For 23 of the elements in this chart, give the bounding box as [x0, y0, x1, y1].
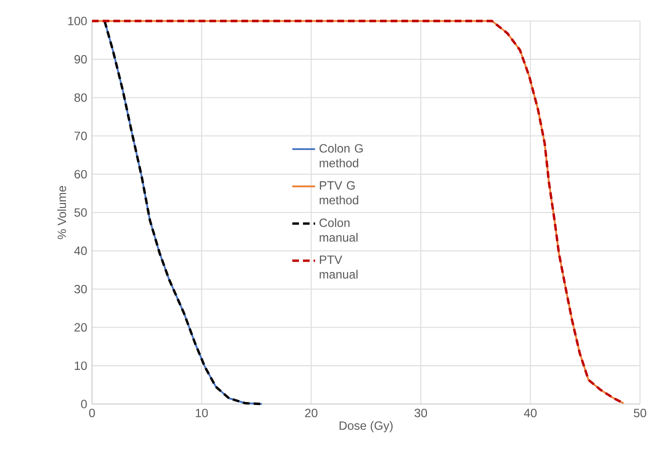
y-tick-label: 40	[74, 246, 87, 256]
y-tick-label: 20	[74, 323, 87, 332]
y-tick-label: 100	[68, 16, 87, 26]
x-tick-label: 30	[414, 408, 428, 418]
y-tick-label: 90	[74, 55, 87, 64]
legend-label: PTV manual	[320, 256, 358, 279]
legend-label: PTV G method	[320, 181, 358, 204]
x-tick-label: 0	[89, 408, 95, 418]
y-tick-label: 30	[74, 284, 87, 294]
y-tick-label: 10	[74, 361, 87, 370]
y-tick-label: 80	[74, 93, 87, 102]
x-tick-label: 50	[634, 408, 646, 418]
y-axis-title: % Volume	[57, 186, 66, 240]
legend-label: Colon manual	[320, 218, 358, 242]
x-axis-title: Dose (Gy)	[340, 421, 393, 432]
y-tick-label: 60	[74, 170, 87, 178]
x-tick-label: 20	[305, 408, 318, 418]
y-tick-label: 0	[81, 400, 87, 408]
x-tick-label: 10	[196, 408, 208, 418]
x-tick-label: 40	[524, 408, 537, 418]
legend-label: Colon G method	[320, 144, 363, 168]
y-tick-label: 70	[74, 132, 87, 140]
y-tick-label: 50	[74, 208, 87, 217]
